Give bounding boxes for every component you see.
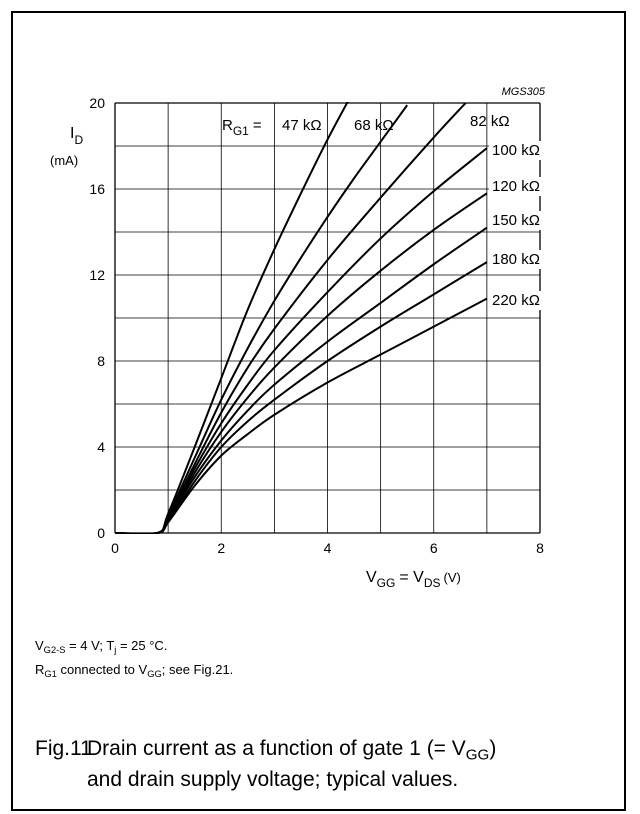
series-label-0: 47 kΩ (282, 117, 322, 134)
figure-caption: Fig.11Drain current as a function of gat… (35, 733, 615, 795)
x-tick-label: 8 (536, 540, 544, 556)
tick-labels: 0 2 4 6 8 0 4 8 12 16 20 (89, 95, 544, 556)
series-label-4: 120 kΩ (492, 178, 540, 195)
legend-labels: 47 kΩ 68 kΩ 82 kΩ 100 kΩ 120 kΩ 150 kΩ 180 kΩ 2… (282, 113, 553, 310)
x-tick-label: 6 (430, 540, 438, 556)
legend-label-bg (489, 177, 553, 196)
series-label-2: 82 kΩ (470, 113, 510, 130)
series-line-0 (115, 102, 349, 534)
y-tick-label: 16 (89, 181, 105, 197)
series-label-7: 220 kΩ (492, 292, 540, 309)
curves (115, 102, 488, 534)
figure-code: MGS305 (502, 86, 546, 98)
conditions-line-1: VG2-S = 4 V; Tj = 25 °C. (35, 638, 168, 655)
x-tick-label: 0 (111, 540, 119, 556)
x-tick-label: 2 (217, 540, 225, 556)
y-tick-label: 20 (89, 95, 105, 111)
legend-label-bg (489, 291, 553, 310)
series-label-6: 180 kΩ (492, 251, 540, 268)
series-label-1: 68 kΩ (354, 117, 394, 134)
figure-frame (11, 11, 626, 811)
x-tick-label: 4 (324, 540, 332, 556)
y-tick-label: 0 (97, 525, 105, 541)
legend-label-bg (489, 141, 553, 160)
y-axis-unit: (mA) (50, 153, 78, 168)
y-tick-label: 4 (97, 439, 105, 455)
figure-number: Fig.11 (35, 737, 92, 760)
y-tick-label: 12 (89, 267, 105, 283)
y-axis-label: ID (70, 125, 83, 147)
legend-label-bg (489, 250, 553, 269)
conditions-line-2: RG1 connected to VGG; see Fig.21. (35, 662, 234, 679)
legend-prefix: RG1 = (222, 117, 262, 138)
series-label-3: 100 kΩ (492, 142, 540, 159)
series-line-7 (115, 297, 488, 534)
x-axis-label: VGG = VDS (V) (366, 569, 461, 590)
series-label-5: 150 kΩ (492, 212, 540, 229)
y-tick-label: 8 (97, 353, 105, 369)
series-line-1 (115, 104, 408, 534)
series-line-2 (115, 102, 467, 534)
legend-label-bg (489, 211, 553, 230)
grid (114, 102, 541, 534)
figure-caption-line-2: and drain supply voltage; typical values… (87, 768, 459, 791)
